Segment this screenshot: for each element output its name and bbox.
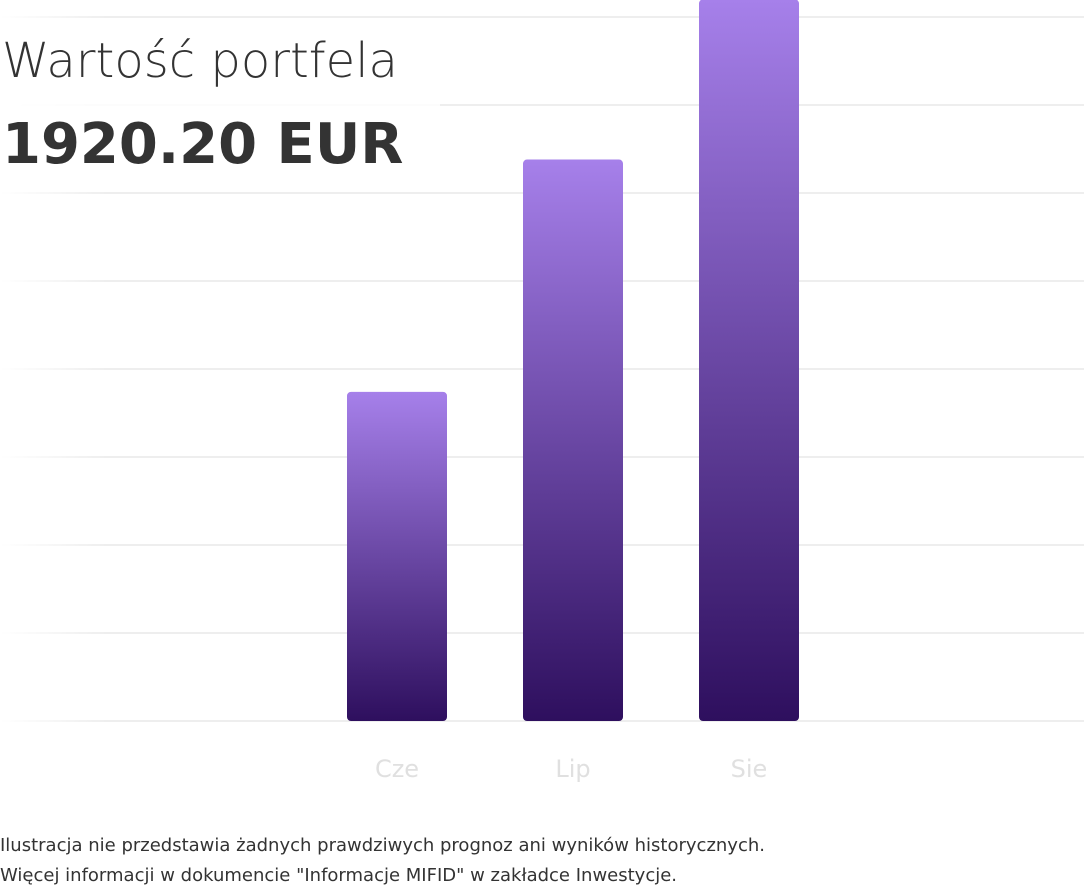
bars xyxy=(347,0,799,721)
footnote: Więcej informacji w dokumencie "Informac… xyxy=(0,865,677,886)
chart-subtitle: 1920.20 EUR xyxy=(2,112,403,177)
grid-line xyxy=(0,104,1084,106)
x-tick-label: Sie xyxy=(731,755,768,783)
chart-title: Wartość portfela xyxy=(2,33,398,89)
bar xyxy=(523,159,623,721)
bar xyxy=(347,391,447,721)
bar xyxy=(699,0,799,721)
title-backdrop xyxy=(0,20,440,190)
footnote: Ilustracja nie przedstawia żadnych prawd… xyxy=(0,835,765,856)
grid-line xyxy=(0,16,1084,18)
x-tick-label: Cze xyxy=(375,755,419,783)
x-tick-label: Lip xyxy=(555,755,590,783)
